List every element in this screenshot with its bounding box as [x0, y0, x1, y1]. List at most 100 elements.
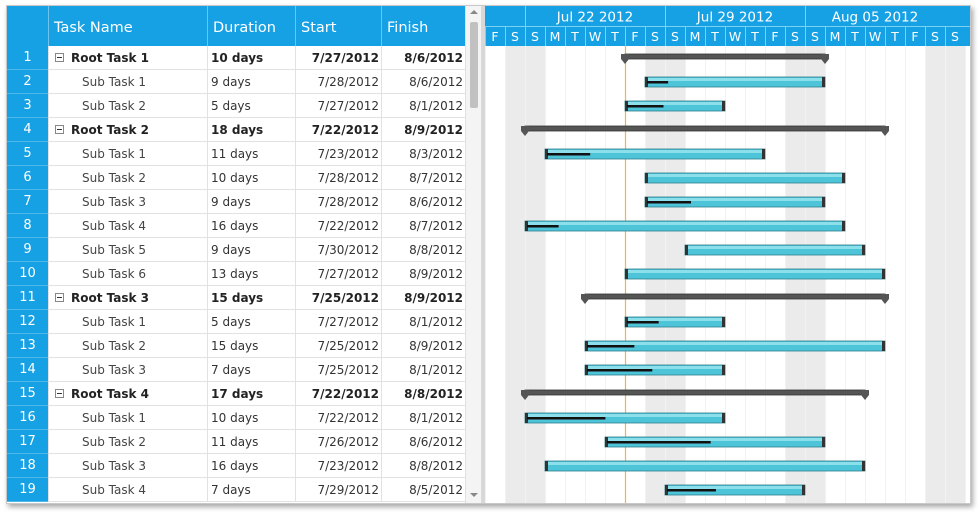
duration-cell[interactable]: 11 days	[207, 142, 295, 166]
task-bar-end-handle[interactable]	[722, 101, 725, 111]
row-number[interactable]: 6	[7, 166, 48, 190]
finish-date-cell[interactable]: 8/1/2012	[381, 310, 465, 334]
task-row[interactable]: 9 Sub Task 5 9 days 7/30/2012 8/8/2012	[7, 238, 465, 262]
finish-date-cell[interactable]: 8/7/2012	[381, 214, 465, 238]
task-bar-start-handle[interactable]	[585, 341, 588, 351]
task-row[interactable]: 15 Root Task 4 17 days 7/22/2012 8/8/2012	[7, 382, 465, 406]
row-number[interactable]: 8	[7, 214, 48, 238]
task-name-cell[interactable]: Sub Task 1	[48, 406, 207, 430]
task-bar-start-handle[interactable]	[665, 485, 668, 495]
finish-date-cell[interactable]: 8/1/2012	[381, 406, 465, 430]
duration-cell[interactable]: 10 days	[207, 166, 295, 190]
collapse-toggle-icon[interactable]	[55, 389, 64, 398]
row-number[interactable]: 7	[7, 190, 48, 214]
finish-date-cell[interactable]: 8/1/2012	[381, 358, 465, 382]
start-date-cell[interactable]: 7/23/2012	[295, 454, 381, 478]
duration-cell[interactable]: 13 days	[207, 262, 295, 286]
duration-cell[interactable]: 16 days	[207, 214, 295, 238]
task-bar-start-handle[interactable]	[585, 365, 588, 375]
task-row[interactable]: 11 Root Task 3 15 days 7/25/2012 8/9/2012	[7, 286, 465, 310]
start-date-cell[interactable]: 7/25/2012	[295, 334, 381, 358]
task-bar-start-handle[interactable]	[605, 437, 608, 447]
finish-date-cell[interactable]: 8/8/2012	[381, 454, 465, 478]
row-number[interactable]: 2	[7, 70, 48, 94]
duration-cell[interactable]: 17 days	[207, 382, 295, 406]
task-row[interactable]: 12 Sub Task 1 5 days 7/27/2012 8/1/2012	[7, 310, 465, 334]
column-header-start[interactable]: Start	[295, 6, 381, 46]
finish-date-cell[interactable]: 8/1/2012	[381, 94, 465, 118]
task-bar-start-handle[interactable]	[545, 461, 548, 471]
task-progress-bar[interactable]	[647, 201, 691, 204]
task-bar-end-handle[interactable]	[822, 77, 825, 87]
task-name-cell[interactable]: Root Task 2	[48, 118, 207, 142]
duration-cell[interactable]: 9 days	[207, 238, 295, 262]
task-progress-bar[interactable]	[647, 81, 669, 84]
duration-cell[interactable]: 7 days	[207, 358, 295, 382]
task-bar-start-handle[interactable]	[645, 197, 648, 207]
start-date-cell[interactable]: 7/28/2012	[295, 70, 381, 94]
task-name-cell[interactable]: Sub Task 2	[48, 166, 207, 190]
task-bar-end-handle[interactable]	[842, 173, 845, 183]
summary-bar[interactable]	[524, 125, 886, 132]
task-progress-bar[interactable]	[627, 105, 664, 108]
row-number[interactable]: 13	[7, 334, 48, 358]
task-name-cell[interactable]: Sub Task 2	[48, 430, 207, 454]
column-header-duration[interactable]: Duration	[207, 6, 295, 46]
row-number[interactable]: 10	[7, 262, 48, 286]
start-date-cell[interactable]: 7/22/2012	[295, 214, 381, 238]
task-name-cell[interactable]: Sub Task 5	[48, 238, 207, 262]
scroll-thumb[interactable]	[470, 22, 478, 108]
finish-date-cell[interactable]: 8/7/2012	[381, 166, 465, 190]
row-number[interactable]: 16	[7, 406, 48, 430]
task-row[interactable]: 18 Sub Task 3 16 days 7/23/2012 8/8/2012	[7, 454, 465, 478]
task-bar-start-handle[interactable]	[685, 245, 688, 255]
finish-date-cell[interactable]: 8/8/2012	[381, 382, 465, 406]
task-progress-bar[interactable]	[527, 417, 606, 420]
task-row[interactable]: 10 Sub Task 6 13 days 7/27/2012 8/9/2012	[7, 262, 465, 286]
collapse-toggle-icon[interactable]	[55, 53, 64, 62]
row-number[interactable]: 3	[7, 94, 48, 118]
task-row[interactable]: 16 Sub Task 1 10 days 7/22/2012 8/1/2012	[7, 406, 465, 430]
task-name-cell[interactable]: Sub Task 3	[48, 190, 207, 214]
task-bar-start-handle[interactable]	[645, 77, 648, 87]
finish-date-cell[interactable]: 8/9/2012	[381, 118, 465, 142]
row-number[interactable]: 11	[7, 286, 48, 310]
task-bar-start-handle[interactable]	[645, 173, 648, 183]
duration-cell[interactable]: 5 days	[207, 94, 295, 118]
task-name-cell[interactable]: Root Task 4	[48, 382, 207, 406]
task-progress-bar[interactable]	[587, 369, 653, 372]
task-progress-bar[interactable]	[627, 321, 659, 324]
duration-cell[interactable]: 10 days	[207, 406, 295, 430]
task-bar-end-handle[interactable]	[722, 317, 725, 327]
task-row[interactable]: 8 Sub Task 4 16 days 7/22/2012 8/7/2012	[7, 214, 465, 238]
task-row[interactable]: 14 Sub Task 3 7 days 7/25/2012 8/1/2012	[7, 358, 465, 382]
finish-date-cell[interactable]: 8/6/2012	[381, 46, 465, 70]
task-bar-end-handle[interactable]	[862, 461, 865, 471]
task-bar-end-handle[interactable]	[882, 269, 885, 279]
start-date-cell[interactable]: 7/30/2012	[295, 238, 381, 262]
start-date-cell[interactable]: 7/25/2012	[295, 286, 381, 310]
task-row[interactable]: 7 Sub Task 3 9 days 7/28/2012 8/6/2012	[7, 190, 465, 214]
start-date-cell[interactable]: 7/27/2012	[295, 94, 381, 118]
task-name-cell[interactable]: Sub Task 2	[48, 334, 207, 358]
task-progress-bar[interactable]	[667, 489, 716, 492]
duration-cell[interactable]: 16 days	[207, 454, 295, 478]
row-number[interactable]: 15	[7, 382, 48, 406]
duration-cell[interactable]: 9 days	[207, 190, 295, 214]
task-row[interactable]: 2 Sub Task 1 9 days 7/28/2012 8/6/2012	[7, 70, 465, 94]
task-bar-start-handle[interactable]	[625, 101, 628, 111]
column-header-task-name[interactable]: Task Name	[48, 6, 207, 46]
task-name-cell[interactable]: Root Task 3	[48, 286, 207, 310]
finish-date-cell[interactable]: 8/5/2012	[381, 478, 465, 502]
task-progress-bar[interactable]	[527, 225, 559, 228]
row-number[interactable]: 12	[7, 310, 48, 334]
duration-cell[interactable]: 11 days	[207, 430, 295, 454]
task-progress-bar[interactable]	[547, 153, 591, 156]
task-row[interactable]: 5 Sub Task 1 11 days 7/23/2012 8/3/2012	[7, 142, 465, 166]
start-date-cell[interactable]: 7/22/2012	[295, 382, 381, 406]
finish-date-cell[interactable]: 8/9/2012	[381, 334, 465, 358]
task-progress-bar[interactable]	[587, 345, 635, 348]
task-row[interactable]: 17 Sub Task 2 11 days 7/26/2012 8/6/2012	[7, 430, 465, 454]
row-number[interactable]: 18	[7, 454, 48, 478]
start-date-cell[interactable]: 7/25/2012	[295, 358, 381, 382]
